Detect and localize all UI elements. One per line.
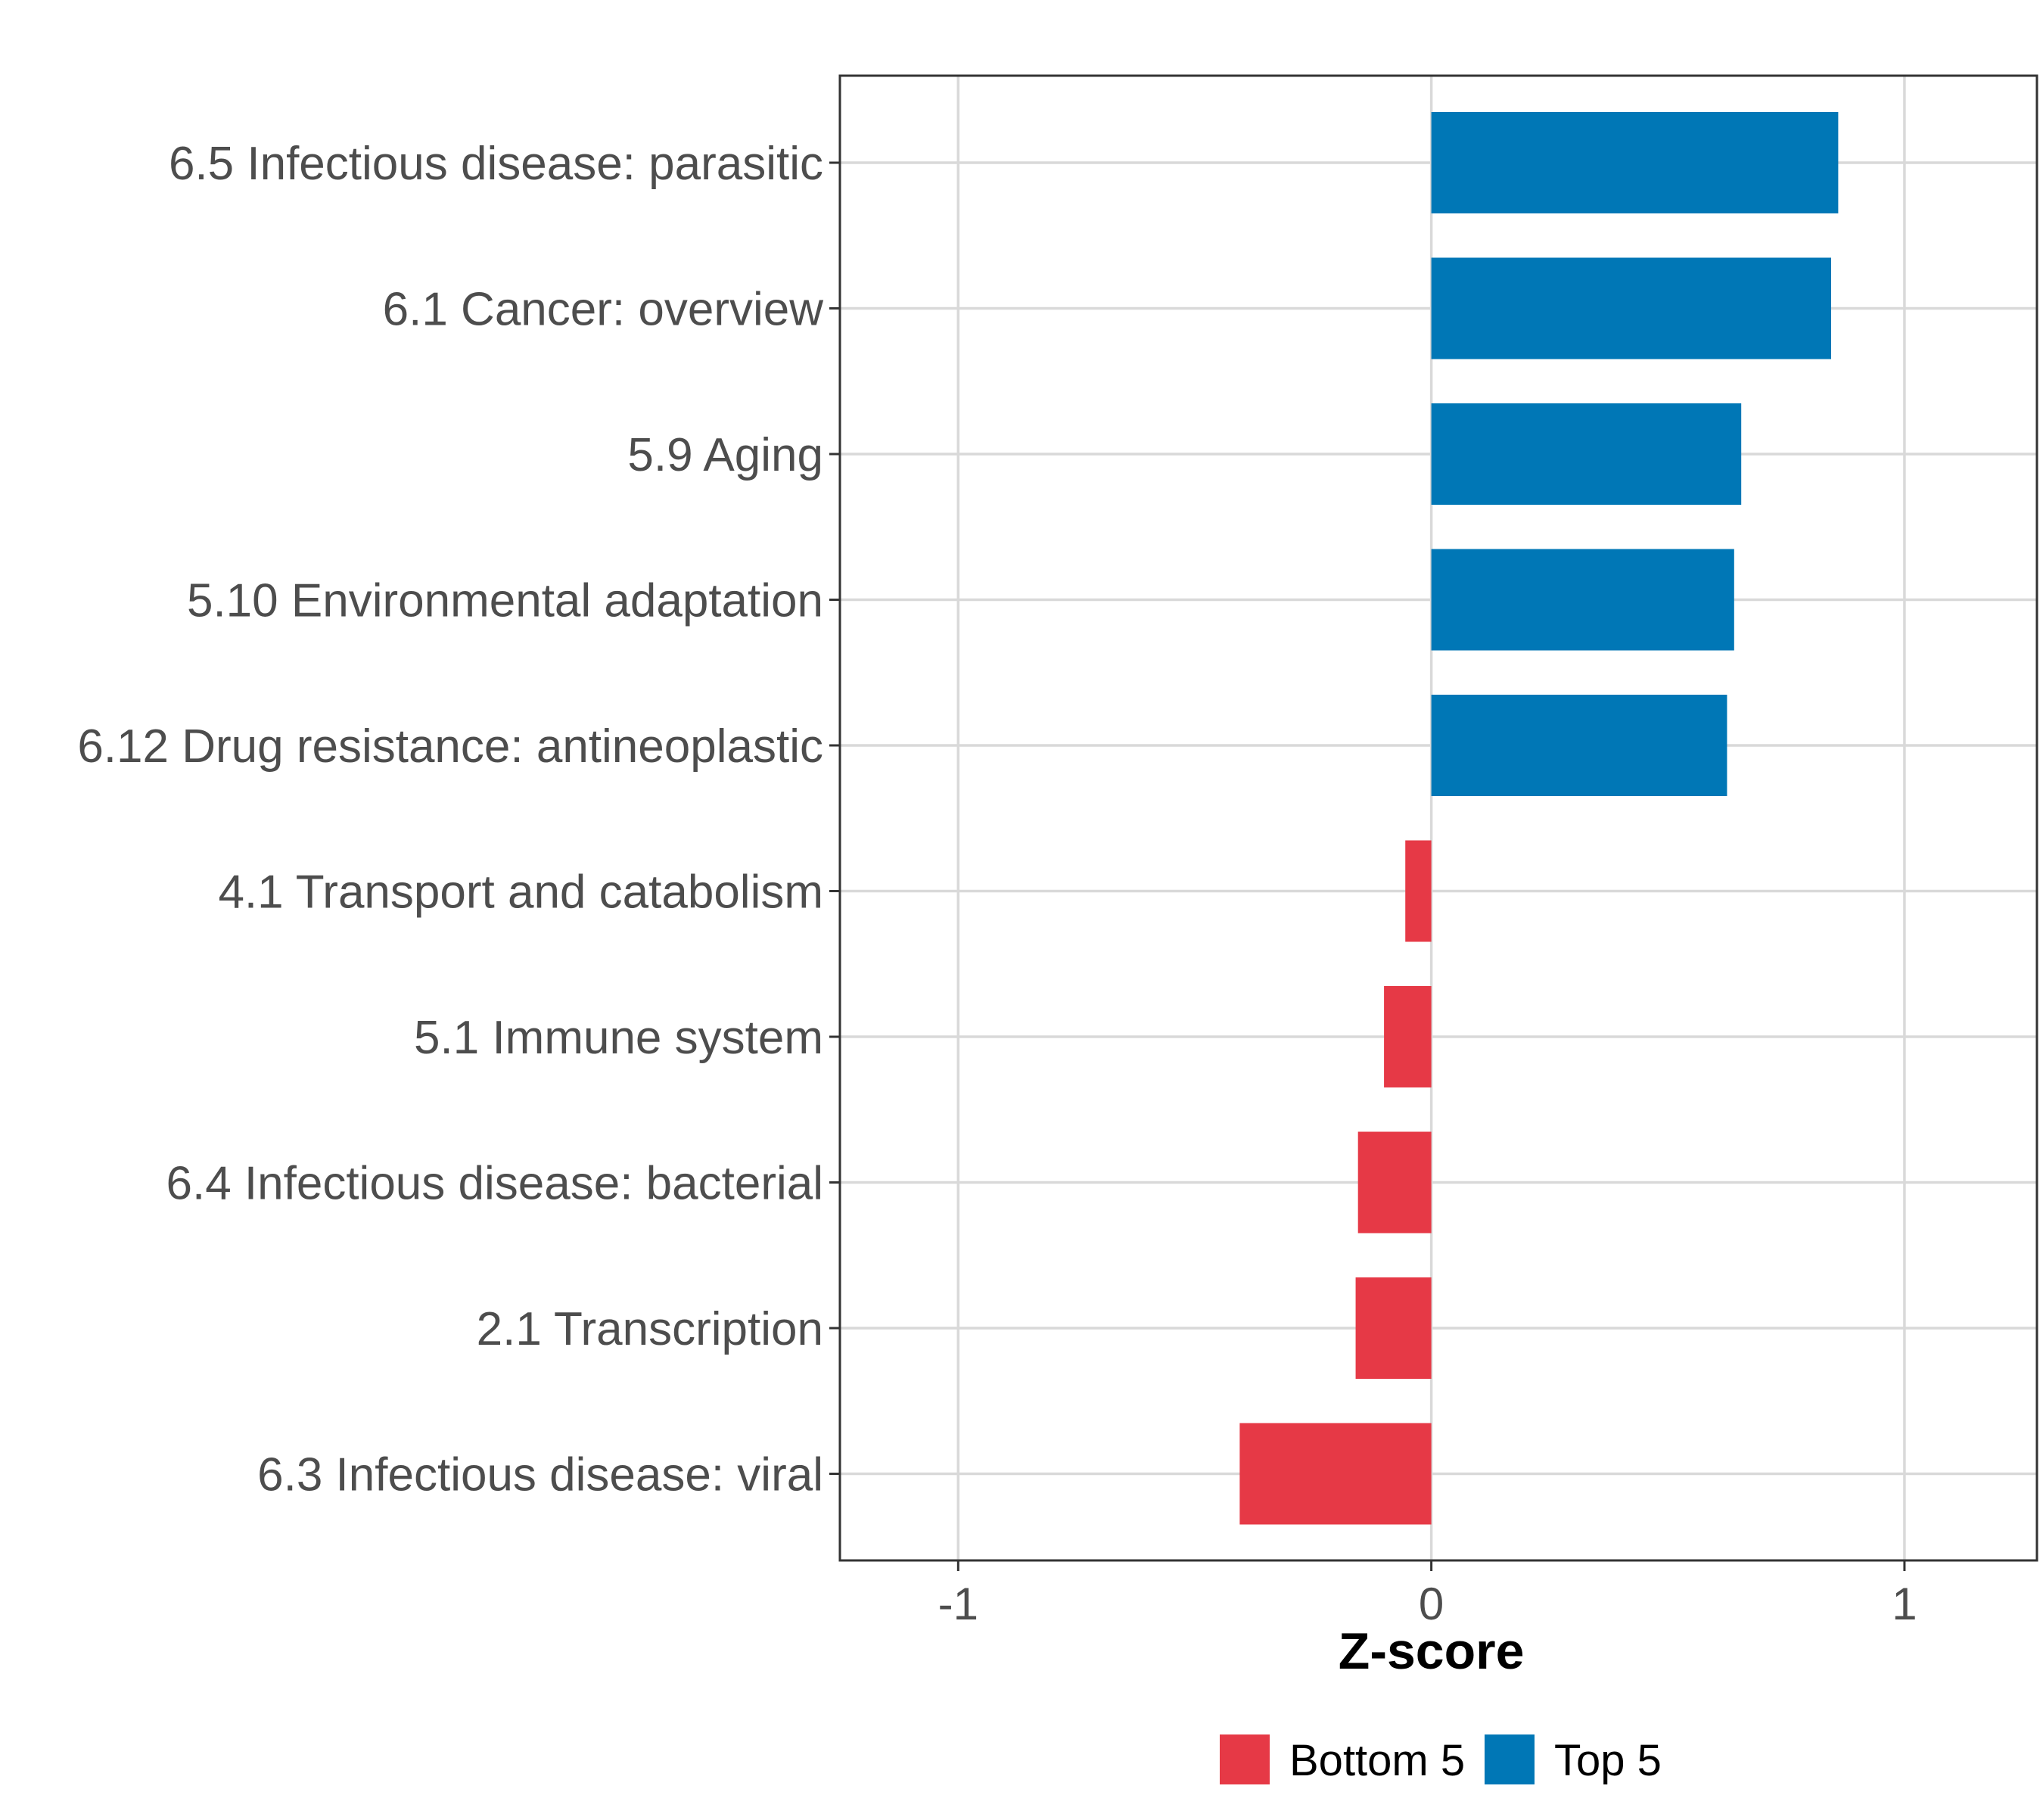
x-tick-label: 0 (1419, 1579, 1444, 1629)
bars (1239, 112, 1839, 1525)
category-label: 6.5 Infectious disease: parasitic (169, 138, 823, 190)
x-tick-label: 1 (1892, 1579, 1917, 1629)
category-label: 4.1 Transport and catabolism (218, 866, 823, 919)
x-axis: -1 0 1 (938, 1560, 1917, 1629)
legend-swatch (1220, 1734, 1270, 1784)
category-label: 6.4 Infectious disease: bacterial (166, 1158, 823, 1210)
bar (1431, 112, 1839, 213)
bar (1431, 257, 1831, 359)
bar (1431, 403, 1742, 505)
legend: Bottom 5 Top 5 (1220, 1734, 1662, 1785)
x-tick-label: -1 (938, 1579, 978, 1629)
category-label: 5.10 Environmental adaptation (187, 575, 823, 627)
category-label: 5.1 Immune system (414, 1012, 823, 1064)
legend-label: Top 5 (1554, 1736, 1662, 1785)
bar (1355, 1277, 1432, 1379)
grid (840, 76, 2037, 1560)
bar (1357, 1131, 1432, 1234)
bar (1384, 986, 1432, 1087)
y-axis: 6.5 Infectious disease: parasitic 6.1 Can… (77, 138, 840, 1501)
category-label: 6.3 Infectious disease: viral (257, 1449, 823, 1501)
bar (1431, 549, 1734, 651)
x-axis-title: Z-score (1339, 1622, 1525, 1680)
category-label: 2.1 Transcription (477, 1303, 823, 1355)
plot-panel-border (838, 74, 2038, 1562)
category-label: 6.12 Drug resistance: antineoplastic (77, 720, 823, 773)
bar (1431, 695, 1727, 796)
category-label: 6.1 Cancer: overview (383, 284, 824, 336)
legend-item: Bottom 5 (1220, 1734, 1465, 1785)
legend-item: Top 5 (1485, 1734, 1662, 1785)
legend-swatch (1485, 1734, 1535, 1784)
bar (1239, 1423, 1432, 1525)
legend-label: Bottom 5 (1289, 1736, 1465, 1785)
category-label: 5.9 Aging (627, 429, 823, 481)
bar (1405, 840, 1432, 942)
